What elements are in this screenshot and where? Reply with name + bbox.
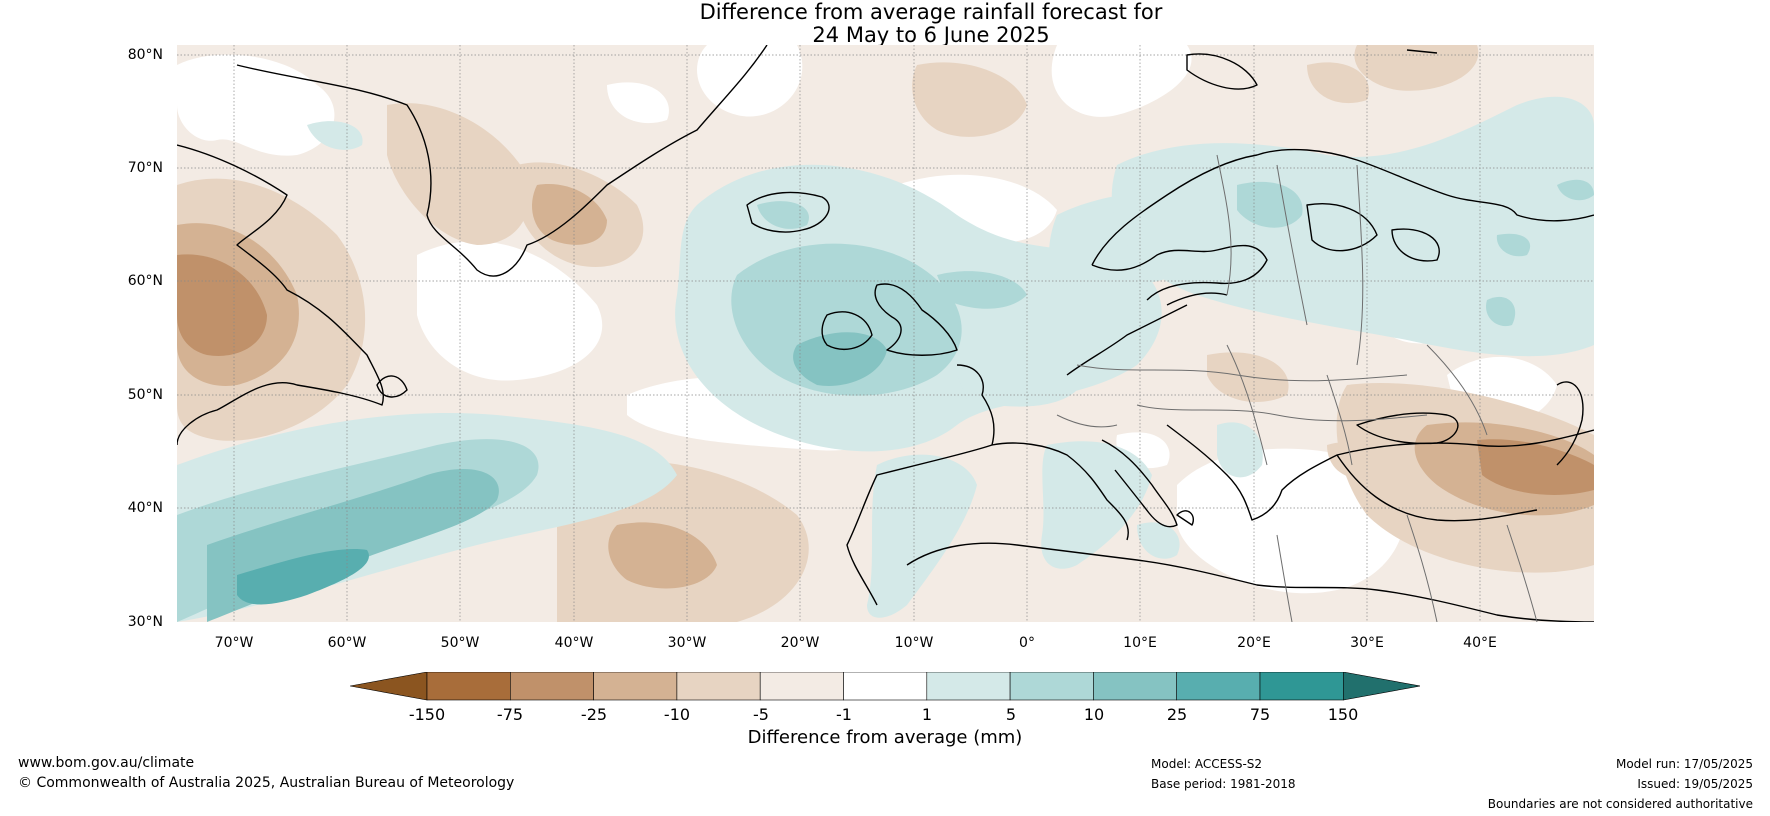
lon-label-30e: 30°E [1350, 635, 1384, 651]
lon-label-20e: 20°E [1237, 635, 1271, 651]
colorbar-tick: 5 [1005, 705, 1017, 724]
lon-label-20w: 20°W [780, 635, 820, 651]
country-borders [1056, 154, 1538, 622]
coastlines [177, 45, 1594, 622]
lon-label-40e: 40°E [1463, 635, 1497, 651]
footer-model: Model: ACCESS-S2 [1151, 757, 1263, 771]
lat-label-40n: 40°N [127, 500, 163, 516]
colorbar-tick: -150 [408, 705, 446, 724]
colorbar-tick: -10 [663, 705, 691, 724]
title-line-1: Difference from average rainfall forecas… [699, 0, 1163, 24]
colorbar-segment [1093, 672, 1178, 701]
lat-label-80n: 80°N [127, 47, 163, 63]
lon-label-40w: 40°W [554, 635, 594, 651]
lon-label-50w: 50°W [440, 635, 480, 651]
footer-disclaimer: Boundaries are not considered authoritat… [1487, 797, 1753, 811]
lat-label-50n: 50°N [127, 387, 163, 403]
colorbar-segment [1259, 672, 1344, 701]
map-gridlines [177, 45, 1594, 622]
colorbar [350, 672, 1420, 701]
title-line-2: 24 May to 6 June 2025 [812, 23, 1050, 47]
footer-issued: Issued: 19/05/2025 [1637, 777, 1753, 791]
colorbar-segment [426, 672, 511, 701]
colorbar-tick: -75 [496, 705, 524, 724]
lon-label-30w: 30°W [667, 635, 707, 651]
colorbar-tick: 150 [1327, 705, 1359, 724]
lat-label-60n: 60°N [127, 273, 163, 289]
forecast-map [177, 45, 1594, 622]
colorbar-segment [593, 672, 678, 701]
anomaly-dry [177, 45, 1594, 622]
colorbar-segment [510, 672, 594, 701]
colorbar-label: Difference from average (mm) [747, 727, 1023, 748]
colorbar-tick: -5 [753, 705, 769, 724]
footer-copyright: © Commonwealth of Australia 2025, Austra… [18, 775, 515, 791]
colorbar-segment [1176, 672, 1261, 701]
colorbar-segment [1009, 672, 1094, 701]
colorbar-segment [759, 672, 844, 701]
lon-label-10e: 10°E [1123, 635, 1157, 651]
footer-url: www.bom.gov.au/climate [18, 755, 195, 771]
lon-label-70w: 70°W [214, 635, 254, 651]
colorbar-tick: 1 [921, 705, 933, 724]
footer-model-run: Model run: 17/05/2025 [1615, 757, 1753, 771]
colorbar-segment [676, 672, 761, 701]
colorbar-segment [926, 672, 1011, 701]
colorbar-tick: -25 [580, 705, 608, 724]
lon-label-10w: 10°W [894, 635, 934, 651]
lat-label-30n: 30°N [127, 614, 163, 630]
colorbar-tick: 75 [1249, 705, 1271, 724]
colorbar-extend-high [1342, 672, 1420, 701]
lon-label-60w: 60°W [327, 635, 367, 651]
footer-base-period: Base period: 1981-2018 [1151, 777, 1296, 791]
colorbar-segment [843, 672, 928, 701]
colorbar-tick: 25 [1166, 705, 1188, 724]
colorbar-tick: -1 [836, 705, 852, 724]
colorbar-tick: 10 [1083, 705, 1105, 724]
lat-label-70n: 70°N [127, 160, 163, 176]
colorbar-extend-low [350, 672, 428, 701]
lon-label-0: 0° [1019, 635, 1035, 651]
